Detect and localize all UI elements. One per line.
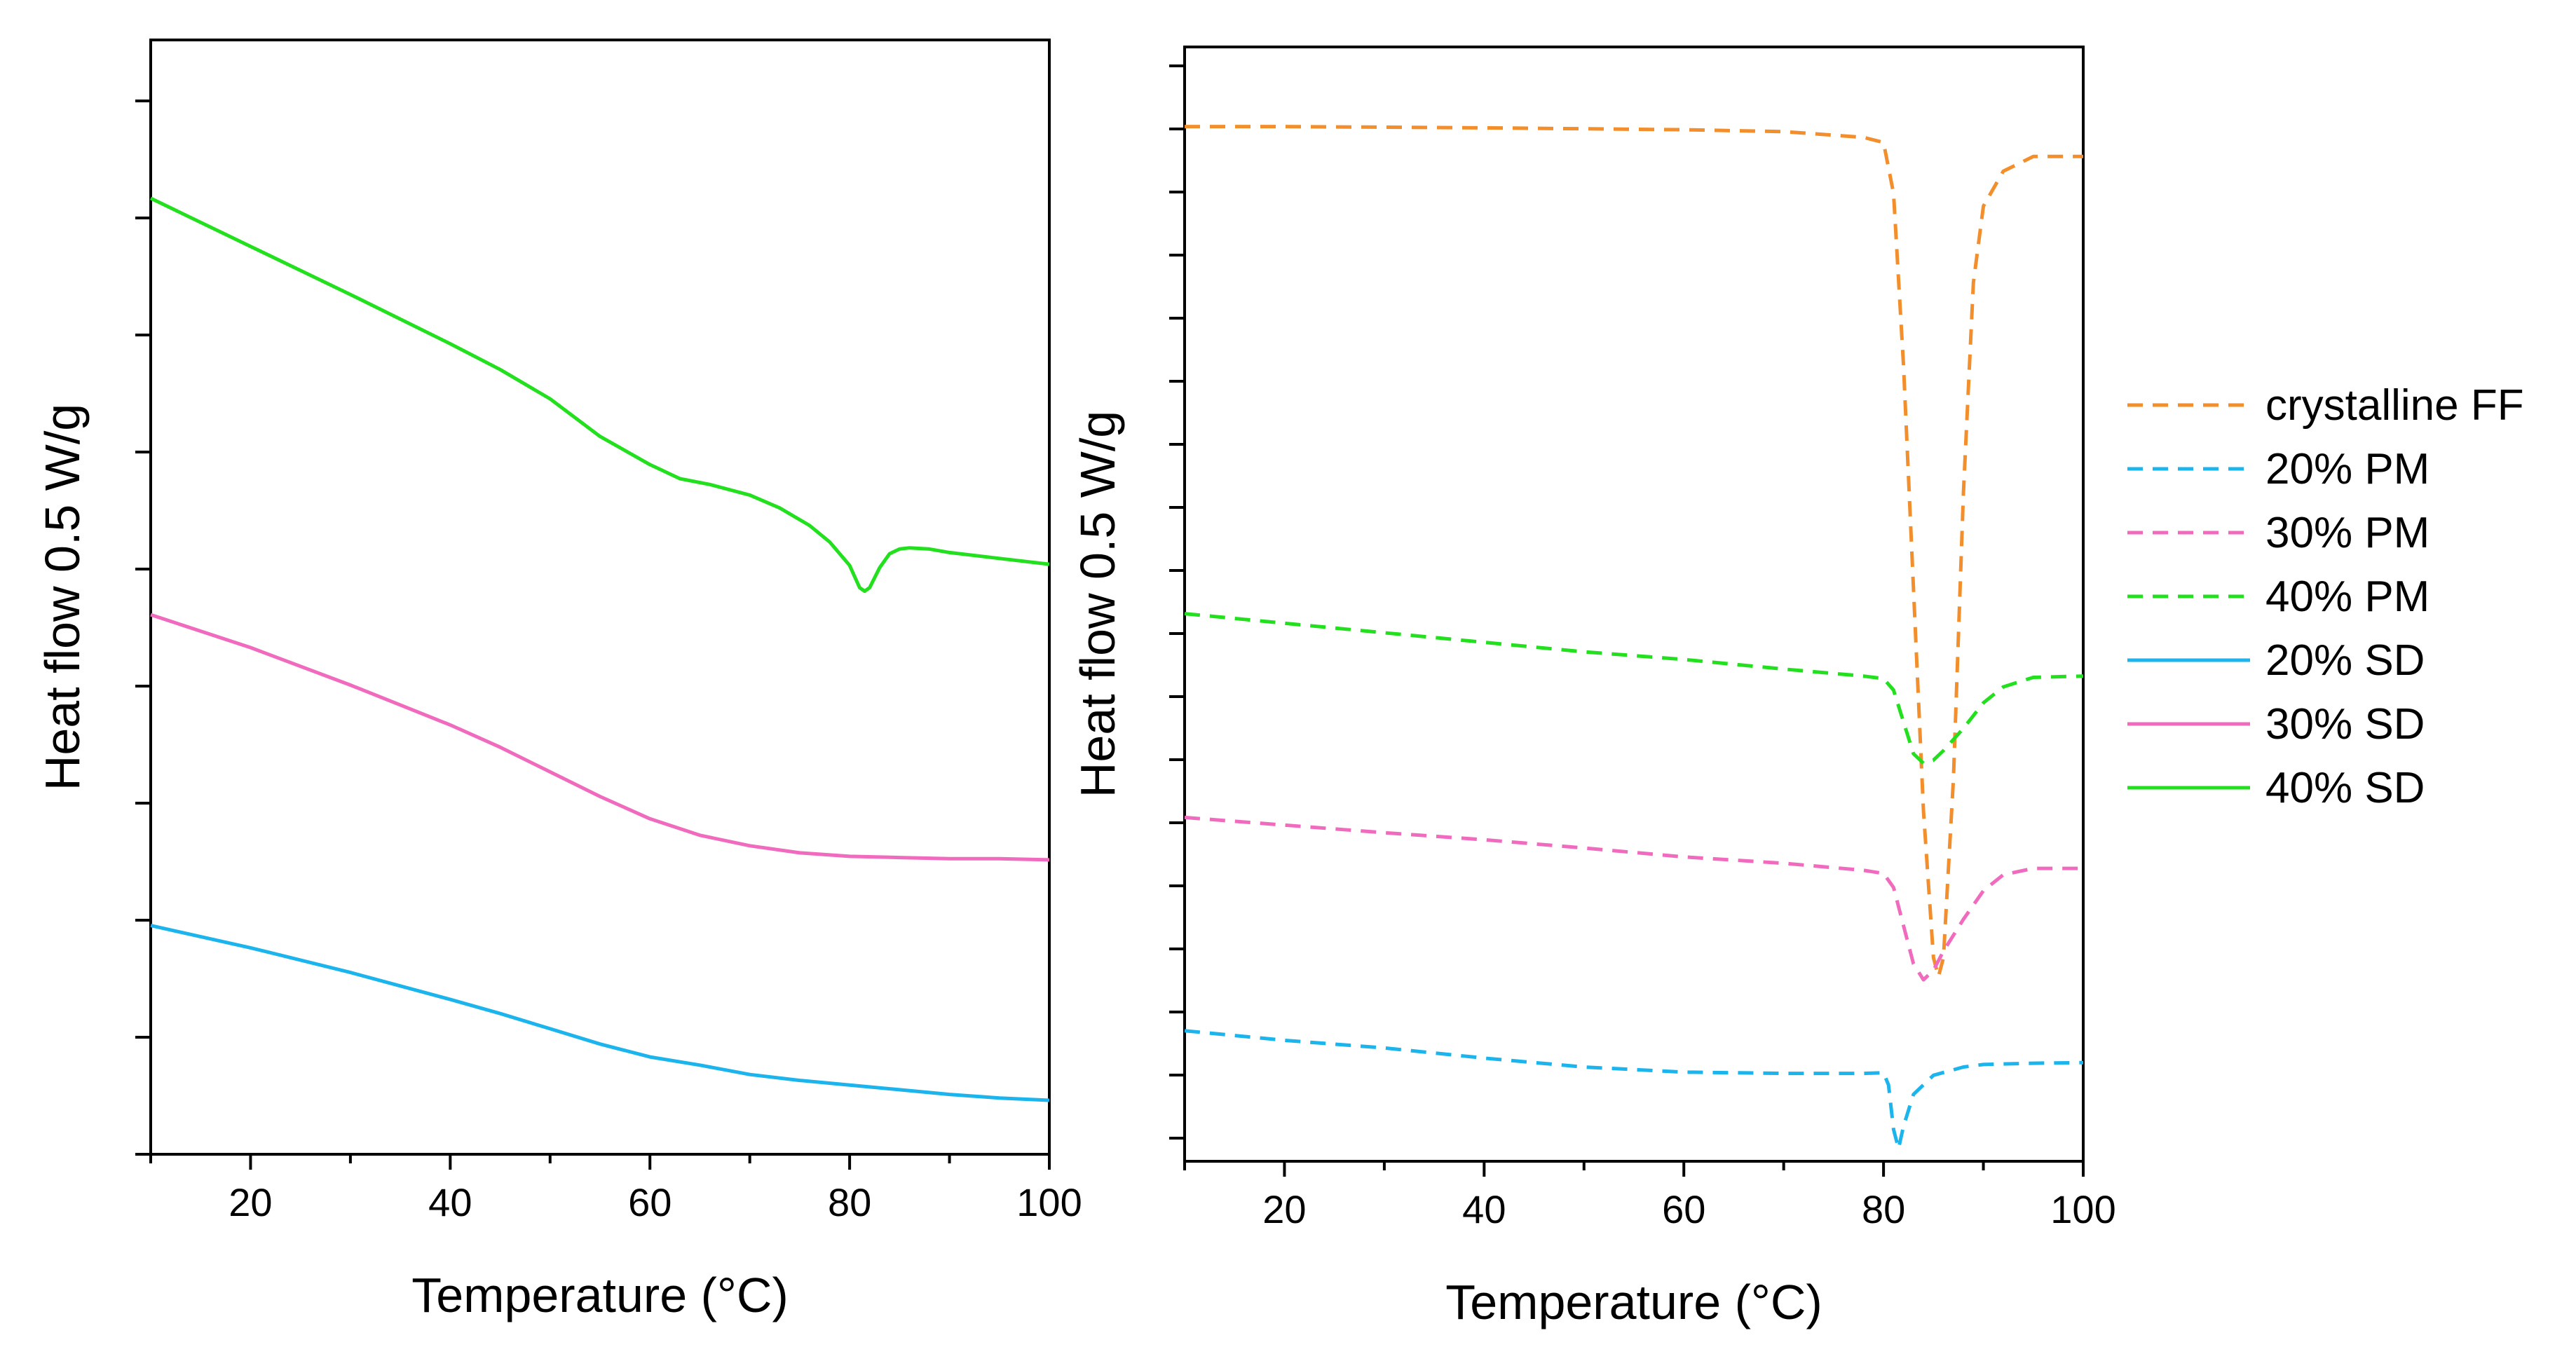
right-x-tick-label: 100 bbox=[2050, 1187, 2115, 1231]
legend-label: 30% SD bbox=[2265, 700, 2425, 748]
series-line-20-pm bbox=[1184, 1029, 2084, 1151]
legend-label: 30% PM bbox=[2265, 509, 2430, 557]
series-line-crystalline-ff bbox=[1185, 125, 2083, 978]
legend-label: 20% SD bbox=[2265, 636, 2425, 685]
legend-label: 20% PM bbox=[2265, 445, 2430, 493]
legend-item: 30% SD bbox=[2127, 700, 2425, 748]
right-x-tick-label: 20 bbox=[1262, 1187, 1306, 1231]
right-x-tick-label: 80 bbox=[1862, 1187, 1905, 1231]
right-x-tick-labels: 20 40 60 80 100 bbox=[1262, 1187, 2115, 1231]
left-x-tick-label: 60 bbox=[628, 1180, 672, 1224]
left-x-tick-labels: 20 40 60 80 100 bbox=[229, 1180, 1082, 1224]
right-x-tick-label: 40 bbox=[1462, 1187, 1506, 1231]
left-x-tick-label: 100 bbox=[1016, 1180, 1082, 1224]
series-line-40-sd bbox=[149, 196, 1050, 594]
legend-label: 40% SD bbox=[2265, 764, 2425, 812]
series-line-40-pm bbox=[1184, 612, 2084, 765]
right-panel: 20 40 60 80 100 Temperature (°C) Heat fl… bbox=[1070, 46, 2116, 1329]
legend-label: 40% PM bbox=[2265, 573, 2430, 621]
series-line-30-pm bbox=[1184, 815, 2083, 982]
legend: crystalline FF 20% PM 30% PM 40% PM 20% … bbox=[2127, 381, 2524, 812]
right-x-tick-label: 60 bbox=[1662, 1187, 1705, 1231]
right-ticks bbox=[1169, 64, 2085, 1177]
legend-item: 40% SD bbox=[2127, 764, 2425, 812]
right-series bbox=[1184, 125, 2084, 1151]
right-y-axis-label: Heat flow 0.5 W/g bbox=[1070, 411, 1125, 798]
left-series bbox=[149, 196, 1050, 1102]
legend-item: 30% PM bbox=[2127, 509, 2430, 557]
left-x-tick-label: 80 bbox=[828, 1180, 871, 1224]
legend-item: 20% PM bbox=[2127, 445, 2430, 493]
left-x-tick-label: 20 bbox=[229, 1180, 272, 1224]
left-y-axis-label: Heat flow 0.5 W/g bbox=[35, 404, 90, 791]
series-line-20-sd bbox=[150, 924, 1050, 1102]
legend-label: crystalline FF bbox=[2265, 381, 2524, 430]
legend-item: crystalline FF bbox=[2127, 381, 2524, 430]
left-ticks bbox=[135, 100, 1051, 1170]
left-x-tick-label: 40 bbox=[428, 1180, 472, 1224]
left-plot-frame bbox=[149, 39, 1051, 1156]
legend-item: 20% SD bbox=[2127, 636, 2425, 685]
right-plot-frame bbox=[1183, 46, 2085, 1163]
left-x-axis-label: Temperature (°C) bbox=[411, 1268, 789, 1322]
right-x-axis-label: Temperature (°C) bbox=[1445, 1275, 1822, 1329]
series-line-30-sd bbox=[150, 613, 1050, 862]
legend-item: 40% PM bbox=[2127, 573, 2430, 621]
left-panel: 20 40 60 80 100 Temperature (°C) Heat fl… bbox=[35, 39, 1082, 1322]
